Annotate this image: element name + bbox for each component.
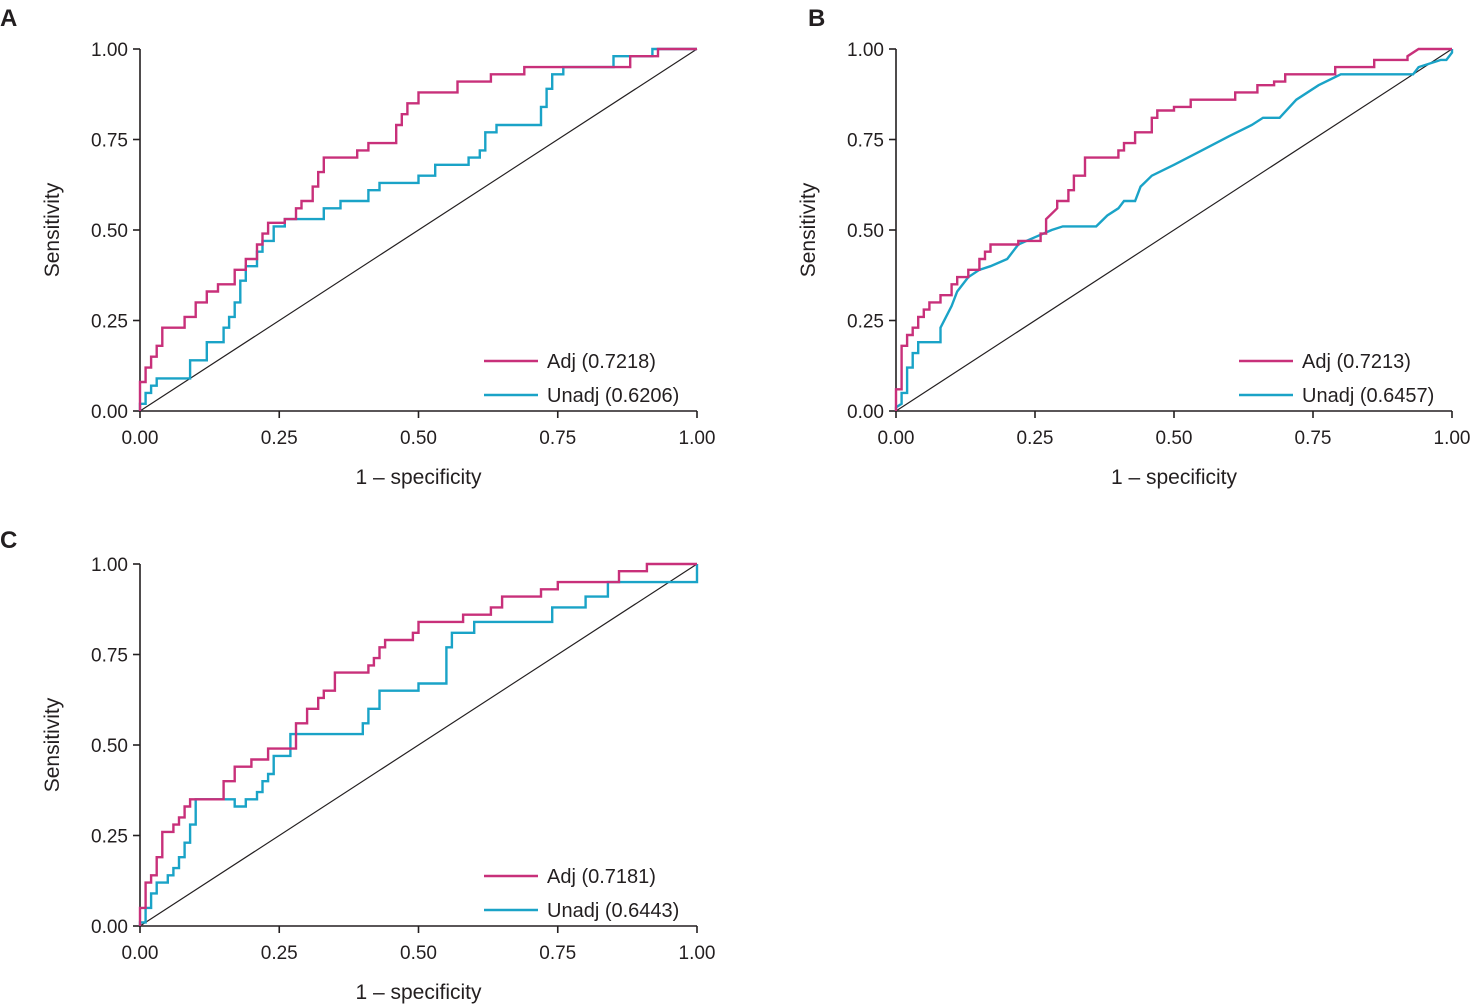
roc-curve-unadj: [138, 47, 697, 411]
x-axis-title: 1 – specificity: [355, 981, 482, 1004]
x-tick-label: 0.50: [1156, 428, 1193, 449]
y-axis-title: Sensitivity: [41, 697, 64, 792]
y-tick-label: 0.00: [91, 917, 128, 938]
y-tick-label: 0.25: [91, 312, 128, 333]
y-tick-label: 1.00: [91, 40, 128, 61]
x-tick-label: 0.75: [539, 428, 576, 449]
reference-diagonal: [895, 48, 1453, 412]
x-tick-label: 0.25: [1017, 428, 1054, 449]
legend-label-unadj: Unadj (0.6443): [547, 900, 679, 922]
x-tick-label: 0.25: [261, 428, 298, 449]
x-tick-label: 1.00: [679, 428, 716, 449]
x-tick-label: 0.75: [539, 943, 576, 964]
reference-diagonal: [139, 48, 698, 412]
y-tick-label: 1.00: [847, 40, 884, 61]
panel-letter: B: [808, 5, 825, 32]
y-tick-label: 0.00: [847, 402, 884, 423]
panel-letter: A: [0, 5, 17, 32]
y-axis-title: Sensitivity: [41, 182, 64, 277]
roc-curve-adj: [894, 47, 1452, 411]
roc-curve-adj: [138, 562, 697, 926]
y-tick-label: 1.00: [91, 555, 128, 576]
y-tick-label: 0.25: [847, 312, 884, 333]
y-tick-label: 0.50: [91, 736, 128, 757]
x-tick-label: 0.50: [400, 428, 437, 449]
reference-diagonal: [139, 563, 698, 927]
x-axis-title: 1 – specificity: [355, 466, 482, 489]
x-axis-title: 1 – specificity: [1111, 466, 1238, 489]
legend-label-adj: Adj (0.7213): [1302, 351, 1411, 373]
roc-curve-unadj: [138, 564, 699, 926]
y-tick-label: 0.75: [91, 131, 128, 152]
x-tick-label: 0.50: [400, 943, 437, 964]
y-tick-label: 0.75: [91, 646, 128, 667]
x-tick-label: 0.00: [878, 428, 915, 449]
panel-b: B 0.00 0.00 0.25 0.25 0.50 0.50 0.75 0.75 1.00 1.0…: [797, 5, 1470, 489]
y-tick-label: 0.50: [91, 221, 128, 242]
panel-c: C 0.00 0.00 0.25 0.25 0.50 0.50 0.75 0.75 1.00 1.0…: [0, 527, 715, 1004]
y-tick-label: 0.00: [91, 402, 128, 423]
x-tick-label: 0.75: [1295, 428, 1332, 449]
x-tick-label: 0.25: [261, 943, 298, 964]
legend-label-unadj: Unadj (0.6206): [547, 385, 679, 407]
legend-label-unadj: Unadj (0.6457): [1302, 385, 1434, 407]
x-tick-label: 0.00: [122, 943, 159, 964]
panel-a: A 0.00 0.00 0.25 0.25 0.50 0.50 0.75 0.75 1.00 1.0…: [0, 5, 715, 489]
legend-label-adj: Adj (0.7181): [547, 866, 656, 888]
y-axis-title: Sensitivity: [797, 182, 820, 277]
x-tick-label: 1.00: [679, 943, 716, 964]
roc-curve-unadj: [894, 49, 1454, 411]
y-tick-label: 0.25: [91, 827, 128, 848]
x-tick-label: 0.00: [122, 428, 159, 449]
y-tick-label: 0.50: [847, 221, 884, 242]
x-tick-label: 1.00: [1434, 428, 1471, 449]
y-tick-label: 0.75: [847, 131, 884, 152]
roc-curve-adj: [138, 47, 697, 411]
legend-label-adj: Adj (0.7218): [547, 351, 656, 373]
panel-letter: C: [0, 527, 17, 554]
